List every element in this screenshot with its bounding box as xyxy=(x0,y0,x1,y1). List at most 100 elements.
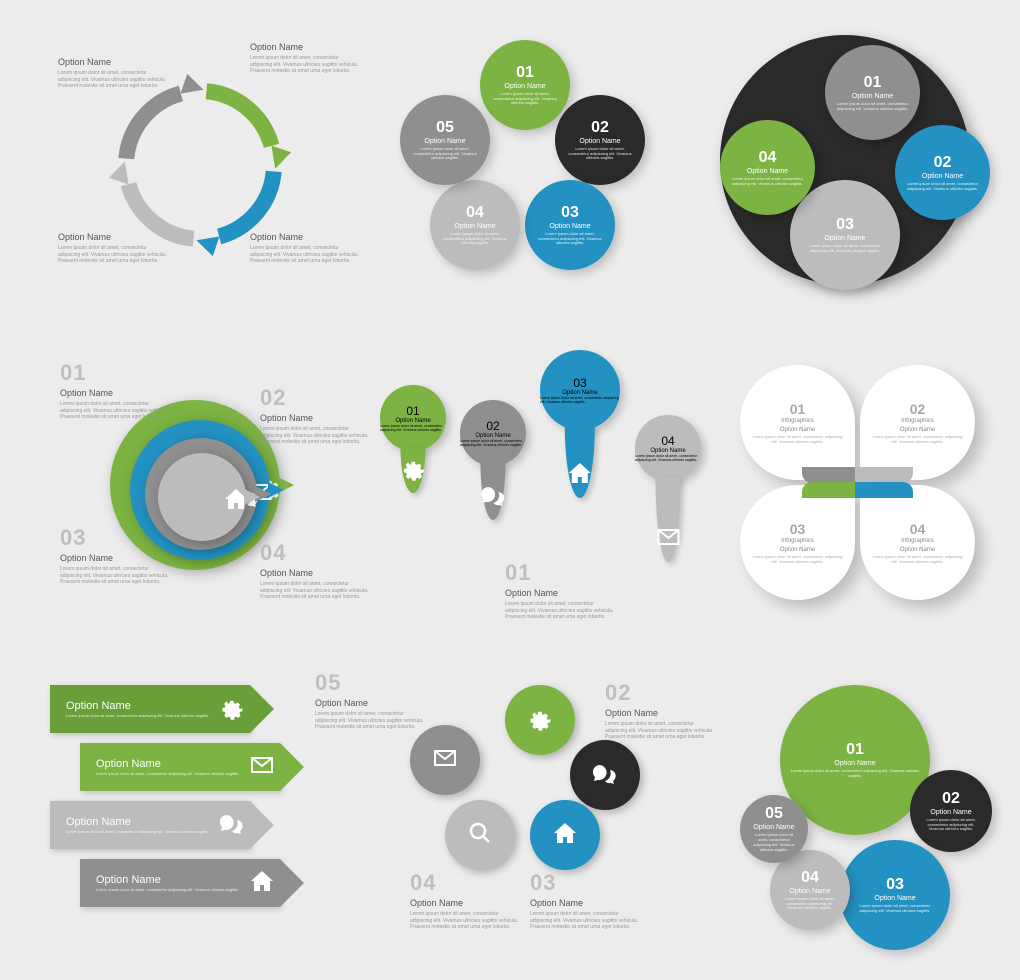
circle-title: Option Name xyxy=(852,93,893,100)
radial-icons-infographic: 01 Option Name Lorem ipsum dolor sit ame… xyxy=(335,570,695,960)
mail-icon xyxy=(248,751,276,784)
hanging-drops-infographic: 01 Option Name Lorem ipsum dolor sit ame… xyxy=(380,350,700,570)
leaf-subtitle: Option Name xyxy=(900,427,935,433)
option-title: Option Name xyxy=(60,553,170,563)
circle-number: 01 xyxy=(516,64,534,82)
overlap-circles-infographic: 01 Option Name Lorem ipsum dolor sit ame… xyxy=(740,685,1010,965)
option-lorem: Lorem ipsum dolor sit amet, consectetur … xyxy=(58,70,168,90)
nested-rings-infographic: 01 Option Name Lorem ipsum dolor sit ame… xyxy=(50,360,370,640)
drop-number: 03 xyxy=(573,376,586,390)
bar-title: Option Name xyxy=(66,700,209,712)
bar-lorem: Lorem ipsum dolor sit amet, consectetur … xyxy=(96,772,239,777)
option-title: Option Name xyxy=(505,588,615,598)
leaf-title: Infographics xyxy=(901,418,934,424)
option-title: Option Name xyxy=(60,388,170,398)
circle-title: Option Name xyxy=(753,824,794,831)
option-number: 05 xyxy=(315,670,425,696)
circle-number: 05 xyxy=(436,119,454,137)
option-lorem: Lorem ipsum dolor sit amet, consectetur … xyxy=(530,911,640,931)
drop-number: 02 xyxy=(486,419,499,433)
option-text-block: Option Name Lorem ipsum dolor sit amet, … xyxy=(58,230,168,265)
drop-lorem: Lorem ipsum dolor sit amet, consectetur … xyxy=(635,454,701,462)
drop-tail xyxy=(565,426,595,498)
search-icon xyxy=(466,819,494,852)
bar-lorem: Lorem ipsum dolor sit amet, consectetur … xyxy=(66,830,209,835)
circle-title: Option Name xyxy=(930,809,971,816)
drop-lorem: Lorem ipsum dolor sit amet, consectetur … xyxy=(460,439,526,447)
option-lorem: Lorem ipsum dolor sit amet, consectetur … xyxy=(58,245,168,265)
circle-title: Option Name xyxy=(454,223,495,230)
circle-title: Option Name xyxy=(504,83,545,90)
option-circle: 02 Option Name Lorem ipsum dolor sit ame… xyxy=(555,95,645,185)
drop-item: 04 Option Name Lorem ipsum dolor sit ame… xyxy=(635,415,701,481)
circle-title: Option Name xyxy=(747,168,788,175)
five-circles-infographic: 01 Option Name Lorem ipsum dolor sit ame… xyxy=(395,40,655,300)
option-text-block: 01 Option Name Lorem ipsum dolor sit ame… xyxy=(505,560,615,621)
leaf-title: Infographics xyxy=(781,538,814,544)
leaf-item: 03 Infographics Option Name Lorem ipsum … xyxy=(740,485,855,600)
mail-icon xyxy=(431,744,459,777)
circle-number: 02 xyxy=(934,154,952,172)
chat-icon xyxy=(591,759,619,792)
option-circle: 02 Option Name Lorem ipsum dolor sit ame… xyxy=(910,770,992,852)
leaf-item: 04 Infographics Option Name Lorem ipsum … xyxy=(860,485,975,600)
option-number: 01 xyxy=(505,560,615,586)
arrow-bar: Option Name Lorem ipsum dolor sit amet, … xyxy=(50,801,250,849)
option-number: 02 xyxy=(605,680,715,706)
bar-lorem: Lorem ipsum dolor sit amet, consectetur … xyxy=(66,714,209,719)
option-text-block: 01 Option Name Lorem ipsum dolor sit ame… xyxy=(60,360,170,421)
gear-icon xyxy=(399,454,427,487)
option-title: Option Name xyxy=(530,898,640,908)
circle-title: Option Name xyxy=(579,138,620,145)
option-text-block: 03 Option Name Lorem ipsum dolor sit ame… xyxy=(60,525,170,586)
option-circle: 03 Option Name Lorem ipsum dolor sit ame… xyxy=(525,180,615,270)
drop-tail xyxy=(655,477,680,562)
option-title: Option Name xyxy=(315,698,425,708)
bar-title: Option Name xyxy=(96,758,239,770)
option-number: 03 xyxy=(530,870,640,896)
option-text-block: Option Name Lorem ipsum dolor sit amet, … xyxy=(250,40,360,75)
option-title: Option Name xyxy=(605,708,715,718)
option-text-block: 03 Option Name Lorem ipsum dolor sit ame… xyxy=(530,870,640,931)
option-lorem: Lorem ipsum dolor sit amet, consectetur … xyxy=(410,911,520,931)
leaf-subtitle: Option Name xyxy=(780,547,815,553)
option-title: Option Name xyxy=(260,413,370,423)
option-circle: 01 Option Name Lorem ipsum dolor sit ame… xyxy=(480,40,570,130)
leaf-tab xyxy=(855,482,913,498)
option-lorem: Lorem ipsum dolor sit amet, consectetur … xyxy=(315,711,425,731)
circle-lorem: Lorem ipsum dolor sit amet, consectetur … xyxy=(480,92,570,106)
drop-lorem: Lorem ipsum dolor sit amet, consectetur … xyxy=(540,396,620,404)
option-circle: 03 Option Name Lorem ipsum dolor sit ame… xyxy=(790,180,900,290)
drop-tail xyxy=(480,462,505,520)
option-circle: 02 Option Name Lorem ipsum dolor sit ame… xyxy=(895,125,990,220)
option-number: 04 xyxy=(410,870,520,896)
leaf-number: 03 xyxy=(790,521,806,537)
option-lorem: Lorem ipsum dolor sit amet, consectetur … xyxy=(505,601,615,621)
option-text-block: 02 Option Name Lorem ipsum dolor sit ame… xyxy=(605,680,715,741)
option-number: 03 xyxy=(60,525,170,551)
option-lorem: Lorem ipsum dolor sit amet, consectetur … xyxy=(605,721,715,741)
drop-number: 01 xyxy=(406,404,419,418)
option-text-block: Option Name Lorem ipsum dolor sit amet, … xyxy=(58,55,168,90)
leaf-number: 02 xyxy=(910,401,926,417)
drop-lorem: Lorem ipsum dolor sit amet, consectetur … xyxy=(380,424,446,432)
drop-number: 04 xyxy=(661,434,674,448)
bar-title: Option Name xyxy=(66,816,209,828)
home-icon xyxy=(566,459,594,492)
drop-item: 02 Option Name Lorem ipsum dolor sit ame… xyxy=(460,400,526,466)
chat-icon xyxy=(479,481,507,514)
radial-icon-circle xyxy=(505,685,575,755)
option-circle: 01 Option Name Lorem ipsum dolor sit ame… xyxy=(825,45,920,140)
leaf-lorem: Lorem ipsum dolor sit amet, consectetur … xyxy=(740,435,855,445)
option-lorem: Lorem ipsum dolor sit amet, consectetur … xyxy=(250,55,360,75)
option-circle: 04 Option Name Lorem ipsum dolor sit ame… xyxy=(720,120,815,215)
leaf-lorem: Lorem ipsum dolor sit amet, consectetur … xyxy=(740,555,855,565)
circle-lorem: Lorem ipsum dolor sit amet, consectetur … xyxy=(720,177,815,187)
leaf-lorem: Lorem ipsum dolor sit amet, consectetur … xyxy=(860,435,975,445)
circle-number: 05 xyxy=(765,805,783,823)
leaf-number: 01 xyxy=(790,401,806,417)
drop-tail xyxy=(400,447,425,493)
gear-icon xyxy=(218,693,246,726)
circle-lorem: Lorem ipsum dolor sit amet, consectetur … xyxy=(740,833,808,852)
circle-number: 04 xyxy=(801,869,819,887)
